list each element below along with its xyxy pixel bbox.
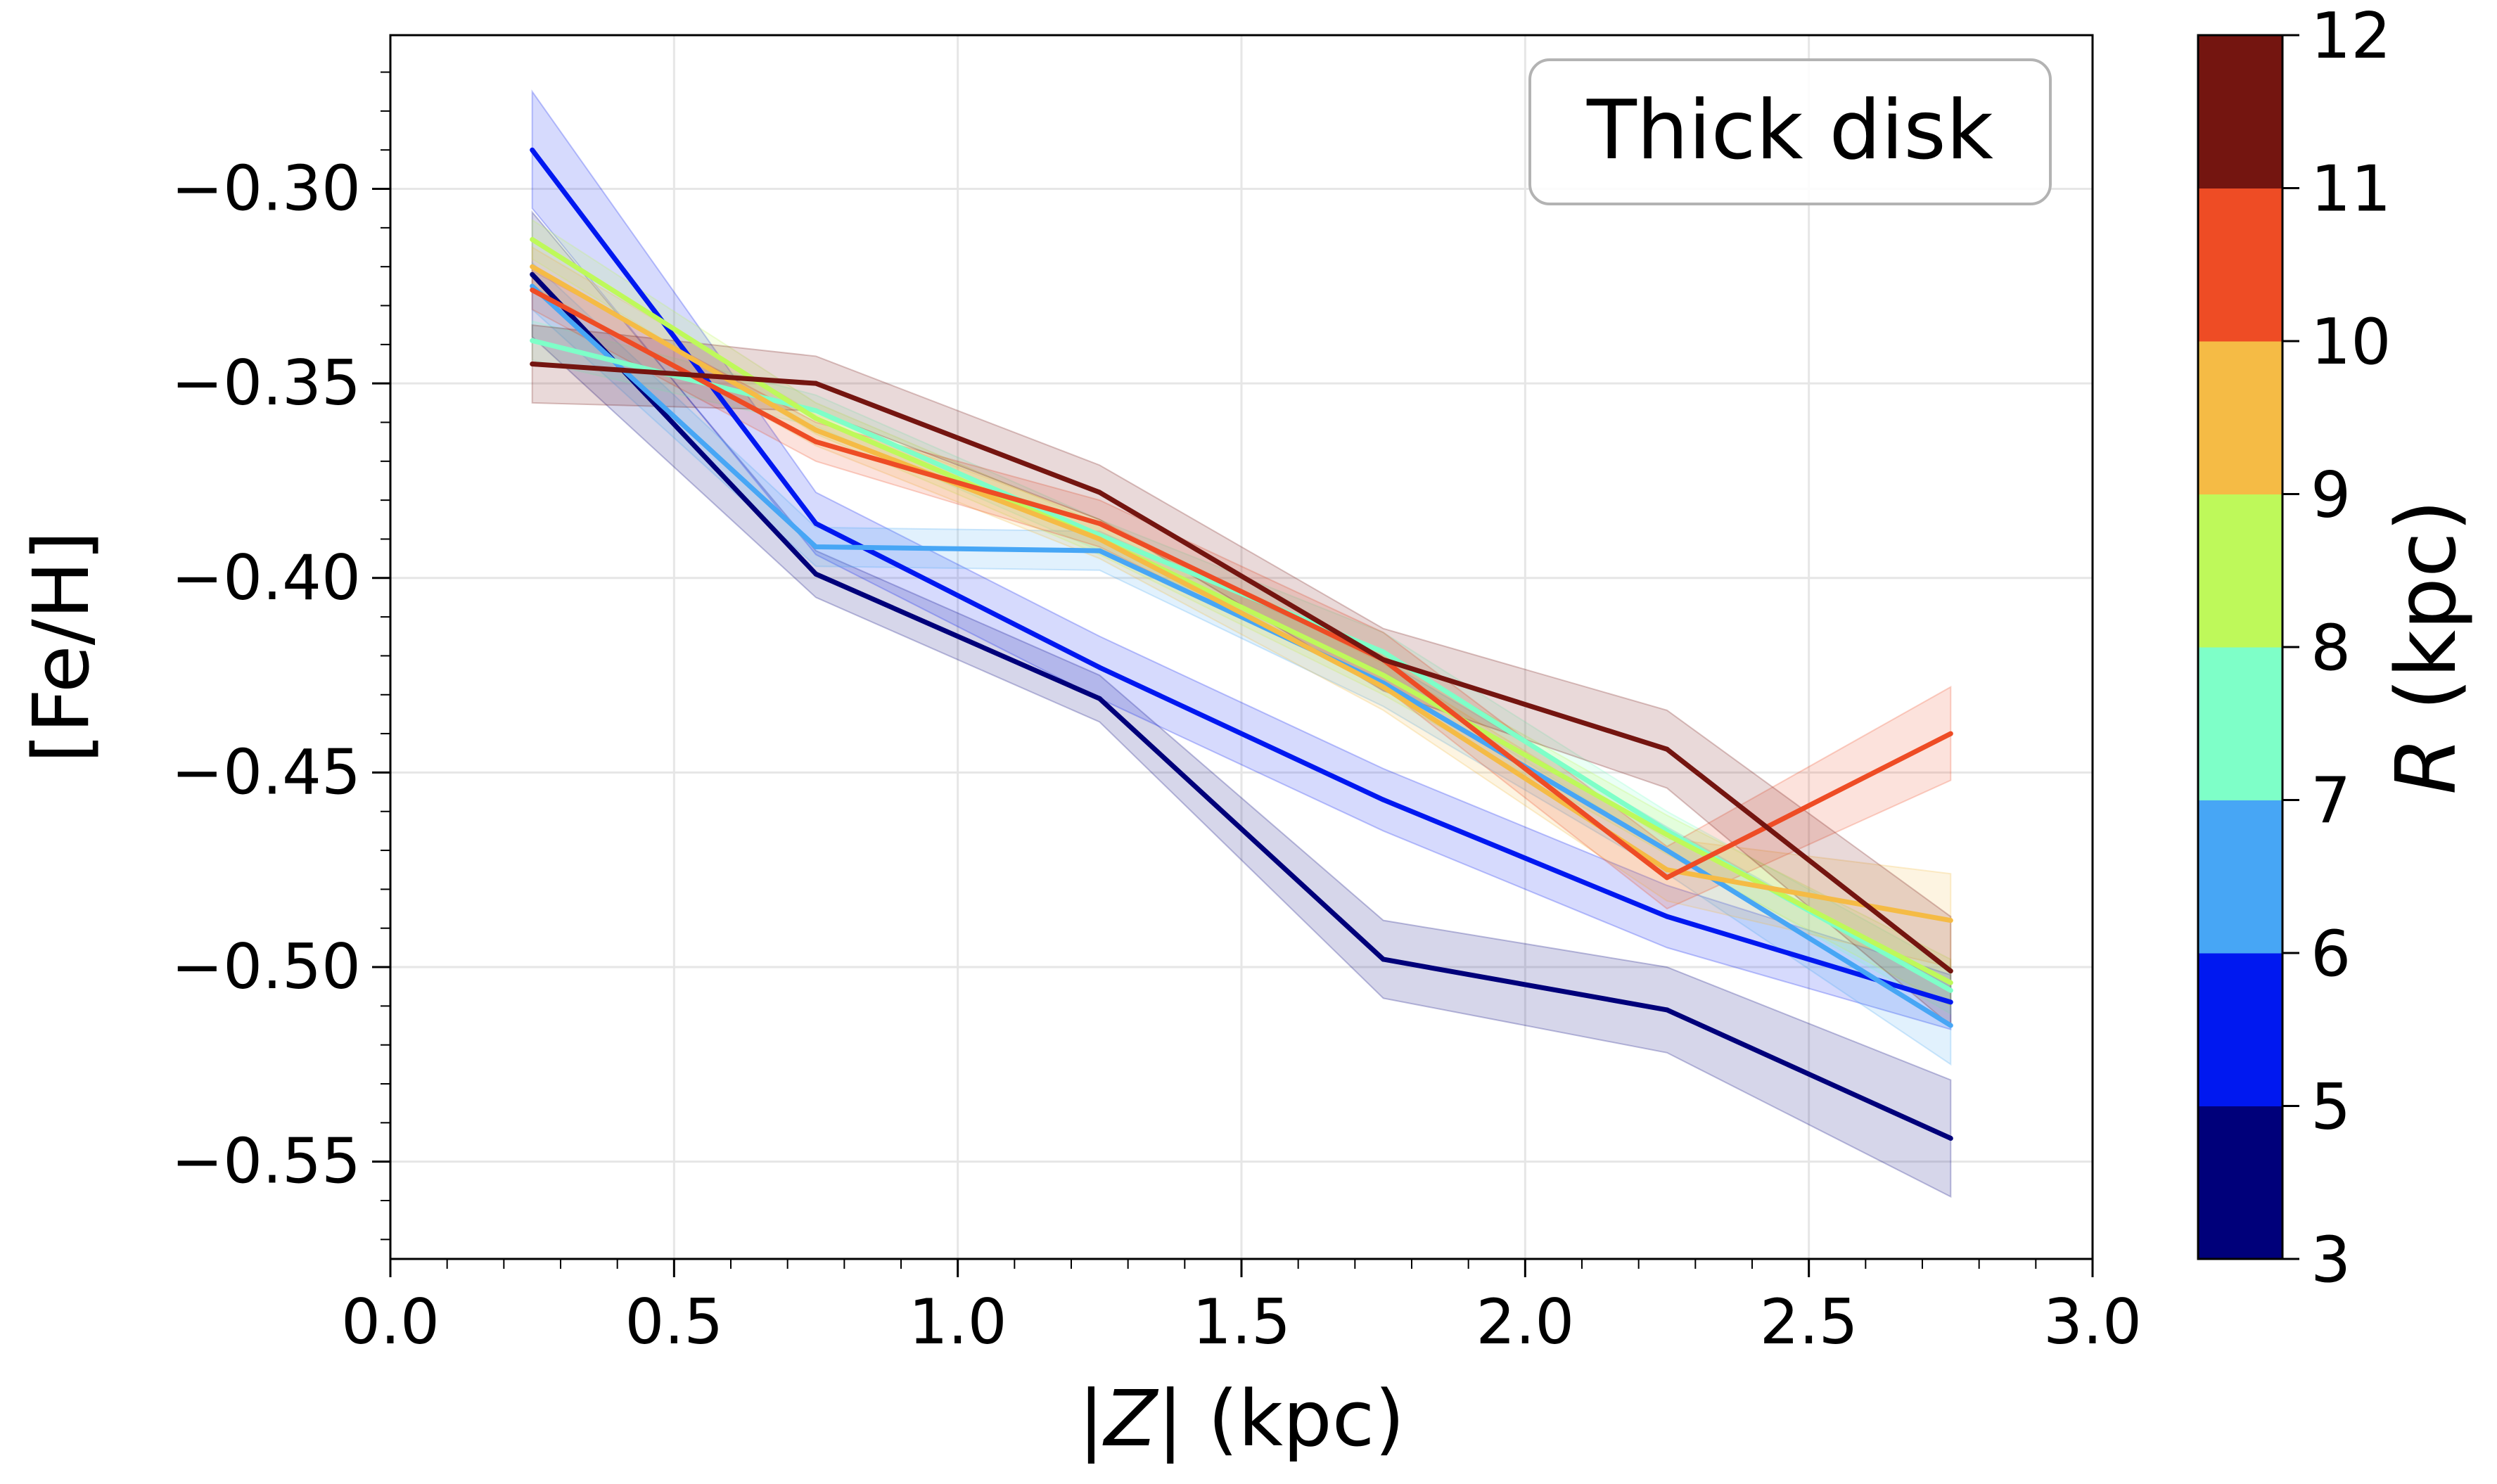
data-point [530, 147, 535, 153]
colorbar: 3 5 6 7 8 9 10 11 12 [2197, 0, 2391, 1297]
error-band [531, 320, 1952, 1016]
data-point [813, 380, 819, 386]
colorbar-segment [2198, 953, 2282, 1106]
x-tick-label: 1.5 [1192, 1286, 1291, 1358]
data-point [1097, 696, 1102, 701]
data-point [1097, 490, 1102, 495]
series-lines [530, 147, 1953, 1141]
data-point [1664, 746, 1670, 752]
y-tick-label: −0.30 [171, 153, 361, 225]
legend: Thick disk [1528, 58, 2052, 205]
colorbar-tick-label: 6 [2311, 917, 2351, 991]
series-line [530, 272, 1952, 1141]
data-point [813, 571, 819, 577]
colorbar-tick-label: 3 [2311, 1223, 2351, 1297]
data-point [1948, 731, 1953, 736]
colorbar-segment [2198, 1106, 2282, 1260]
colorbar-segment [2198, 800, 2282, 954]
y-tick-label: −0.35 [171, 347, 361, 419]
data-point [813, 416, 819, 421]
series-line [530, 264, 1951, 923]
data-point [1664, 832, 1670, 838]
colorbar-tick-label: 8 [2311, 611, 2351, 685]
data-point [1381, 672, 1386, 678]
data-point [530, 338, 535, 343]
data-point [1381, 797, 1386, 802]
data-point [813, 408, 819, 414]
data-point [1948, 918, 1953, 923]
data-point [1097, 536, 1102, 542]
data-point [1664, 867, 1670, 873]
data-point [530, 362, 535, 367]
data-point [1097, 520, 1102, 526]
data-point [1664, 847, 1670, 853]
data-point [813, 544, 819, 550]
data-point [813, 520, 819, 526]
data-point [1097, 548, 1102, 554]
data-point [530, 236, 535, 242]
axis-ticks [372, 71, 2094, 1277]
series-line [530, 148, 1952, 1005]
x-tick-label: 0.0 [341, 1286, 440, 1358]
x-tick-label: 2.5 [1760, 1286, 1858, 1358]
colorbar-tick-label: 7 [2311, 765, 2351, 838]
data-point [1381, 657, 1386, 663]
colorbar-tick-label: 10 [2311, 305, 2391, 379]
data-point [530, 287, 535, 293]
colorbar-segment [2198, 494, 2282, 648]
data-point [1948, 1023, 1953, 1028]
colorbar-tick-label: 9 [2311, 459, 2351, 532]
colorbar-tick-label: 5 [2311, 1070, 2351, 1144]
data-point [1664, 914, 1670, 919]
colorbar-segment [2198, 35, 2282, 188]
x-tick-label: 3.0 [2043, 1286, 2142, 1358]
y-axis-label: [Fe/H] [16, 531, 106, 764]
data-point [1948, 987, 1953, 993]
data-point [1381, 649, 1386, 655]
colorbar-segment [2198, 188, 2282, 342]
data-point [1097, 665, 1102, 670]
axis-tick-labels: 0.0 0.5 1.0 1.5 2.0 2.5 3.0 −0.30 −0.35 −0.40 −0.4… [171, 153, 2142, 1358]
x-tick-label: 0.5 [625, 1286, 723, 1358]
data-point [1948, 980, 1953, 985]
data-point [1381, 684, 1386, 690]
colorbar-tick-label: 12 [2311, 0, 2391, 73]
y-tick-label: −0.45 [171, 736, 361, 808]
data-point [813, 439, 819, 444]
data-point [530, 271, 535, 277]
data-point [1948, 1135, 1953, 1141]
series-line [532, 362, 1953, 973]
y-tick-label: −0.50 [171, 930, 361, 1003]
data-point [1381, 957, 1386, 962]
y-tick-label: −0.55 [171, 1125, 361, 1198]
y-tick-label: −0.40 [171, 542, 361, 614]
colorbar-segment [2198, 647, 2282, 800]
data-point [1948, 999, 1953, 1005]
data-point [1948, 968, 1953, 974]
data-point [530, 283, 535, 289]
error-band [531, 210, 1952, 1198]
series-line [531, 288, 1952, 881]
x-tick-label: 2.0 [1476, 1286, 1574, 1358]
x-axis-label: |Z| (kpc) [1078, 1374, 1405, 1464]
data-point [530, 264, 535, 269]
data-point [1664, 875, 1670, 881]
x-tick-label: 1.0 [909, 1286, 1007, 1358]
legend-box [1528, 58, 2052, 205]
data-point [1664, 1007, 1670, 1013]
colorbar-label: R (kpc) [2377, 499, 2474, 795]
data-point [813, 428, 819, 433]
colorbar-segment [2198, 341, 2282, 494]
series-line [530, 237, 1952, 985]
colorbar-tick-label: 11 [2311, 153, 2391, 226]
error-band [531, 261, 1952, 1066]
legend-text: Thick disk [1586, 83, 1993, 178]
